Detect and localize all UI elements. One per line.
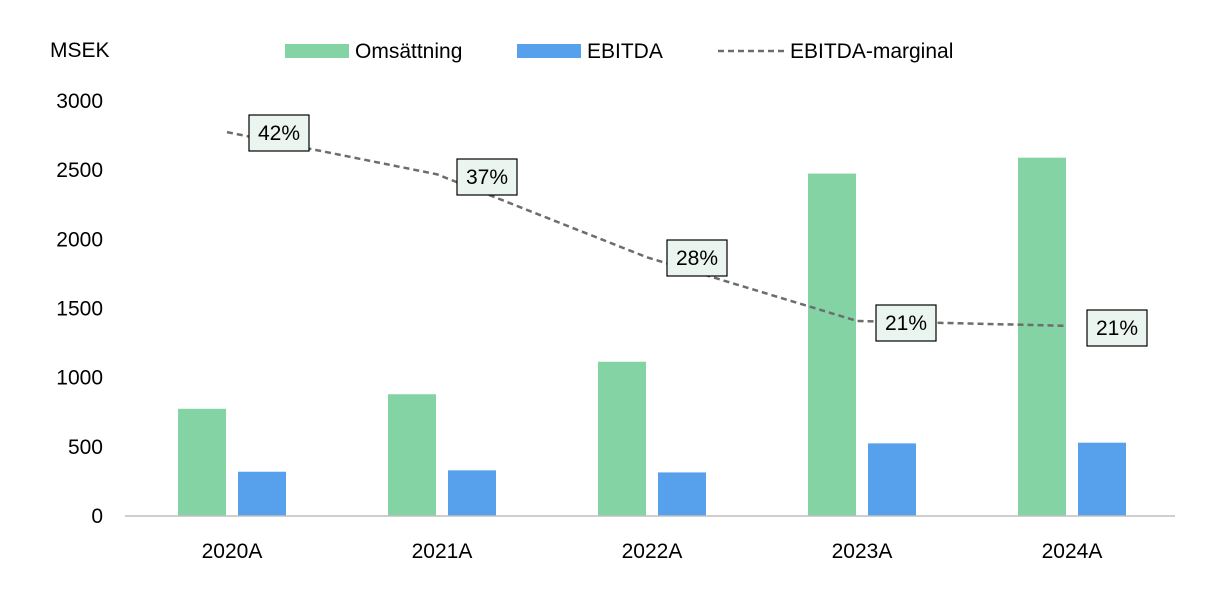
bar-ebitda	[238, 471, 286, 516]
margin-data-label-box	[456, 158, 518, 196]
y-tick-label: 3000	[56, 90, 103, 113]
bar-ebitda	[868, 443, 916, 516]
margin-data-label: 28%	[666, 239, 728, 277]
y-tick-label: 2000	[56, 228, 103, 251]
x-axis: 2020A 2021A 2022A 2023A 2024A	[202, 540, 1103, 563]
legend: Omsättning EBITDA EBITDA-marginal	[285, 40, 953, 63]
x-tick-label: 2024A	[1042, 540, 1103, 563]
bar-omsattning	[178, 408, 226, 516]
y-tick-label: 500	[68, 436, 103, 459]
y-tick-label: 1000	[56, 367, 103, 390]
margin-data-label-text: 28%	[676, 247, 718, 270]
x-tick-label: 2023A	[832, 540, 893, 563]
margin-data-label: 42%	[248, 114, 310, 152]
legend-item: EBITDA	[517, 40, 663, 63]
bar-omsattning	[1018, 157, 1066, 516]
bars	[178, 157, 1126, 516]
margin-data-label-text: 42%	[258, 122, 300, 145]
legend-swatch	[285, 44, 349, 58]
legend-swatch	[517, 44, 581, 58]
margin-data-label-box	[875, 304, 937, 342]
margin-data-label: 37%	[456, 158, 518, 196]
bar-omsattning	[388, 394, 436, 516]
legend-label: EBITDA	[587, 40, 663, 63]
y-tick-label: 1500	[56, 298, 103, 321]
x-tick-label: 2022A	[622, 540, 683, 563]
bar-ebitda	[1078, 442, 1126, 516]
margin-line	[226, 130, 1068, 328]
margin-data-label-box	[248, 114, 310, 152]
ebitda-margin-line	[226, 130, 1068, 328]
margin-data-label-text: 37%	[466, 166, 508, 189]
y-tick-label: 0	[91, 505, 103, 528]
bar-omsattning	[598, 361, 646, 516]
margin-data-label: 21%	[1086, 309, 1148, 347]
margin-data-label-box	[666, 239, 728, 277]
margin-data-label-text: 21%	[885, 312, 927, 335]
bar-ebitda	[658, 472, 706, 516]
legend-label: EBITDA-marginal	[790, 40, 953, 63]
unit-label: MSEK	[50, 39, 110, 62]
legend-item: Omsättning	[285, 40, 462, 63]
legend-label: Omsättning	[355, 40, 462, 63]
margin-data-label-box	[1086, 309, 1148, 347]
margin-data-label-text: 21%	[1096, 317, 1138, 340]
data-labels: 42% 37% 28% 21% 21%	[248, 114, 1148, 347]
bar-omsattning	[808, 173, 856, 516]
legend-item: EBITDA-marginal	[718, 40, 953, 63]
y-tick-label: 2500	[56, 159, 103, 182]
y-axis: 0 500 1000 1500 2000 2500 3000	[56, 90, 103, 528]
x-tick-label: 2021A	[412, 540, 473, 563]
bar-ebitda	[448, 470, 496, 516]
x-tick-label: 2020A	[202, 540, 263, 563]
margin-data-label: 21%	[875, 304, 937, 342]
